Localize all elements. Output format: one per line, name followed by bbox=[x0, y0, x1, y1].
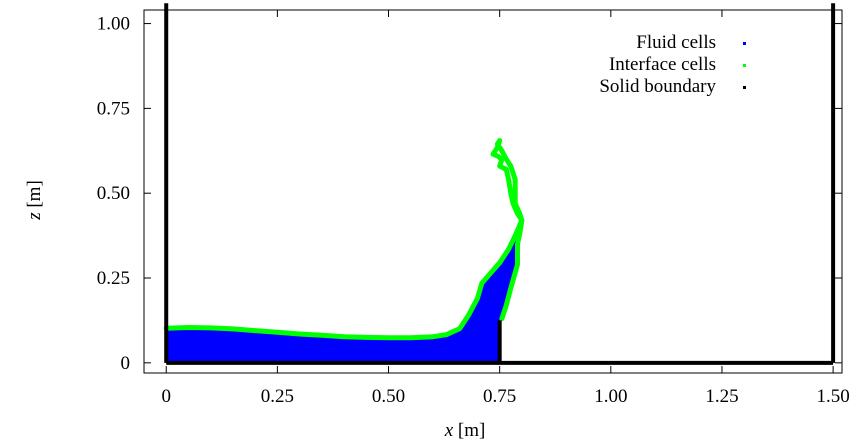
y-tick-label: 0.75 bbox=[97, 98, 130, 119]
x-axis-unit: [m] bbox=[453, 420, 485, 441]
axes-frame bbox=[143, 9, 843, 374]
legend-marker bbox=[743, 64, 746, 67]
legend-marker bbox=[743, 86, 746, 89]
y-tick-label: 0.50 bbox=[97, 183, 130, 204]
x-tick-label: 1.50 bbox=[816, 386, 849, 407]
x-axis-variable: x bbox=[444, 420, 454, 441]
legend-label: Fluid cells bbox=[636, 32, 716, 53]
y-tick-label: 0.25 bbox=[97, 268, 130, 289]
y-tick-label: 0 bbox=[121, 353, 131, 374]
legend-label: Interface cells bbox=[609, 54, 716, 75]
x-axis-ticks: 0 0.25 0.50 0.75 1.00 1.25 1.50 bbox=[161, 10, 850, 407]
interface-cells-curve bbox=[163, 138, 525, 341]
y-axis-variable: z bbox=[24, 212, 45, 221]
fluid-cells-region bbox=[166, 223, 520, 363]
x-tick-label: 0.50 bbox=[372, 386, 405, 407]
y-axis-ticks: 0 0.25 0.50 0.75 1.00 bbox=[97, 14, 842, 374]
x-tick-label: 1.00 bbox=[594, 386, 627, 407]
y-axis-label: z [m] bbox=[24, 180, 45, 221]
x-tick-label: 1.25 bbox=[705, 386, 738, 407]
plot-content bbox=[163, 3, 836, 365]
plot-frame bbox=[143, 9, 843, 374]
x-axis-label: x [m] bbox=[444, 420, 486, 441]
y-tick-label: 1.00 bbox=[97, 14, 130, 35]
x-tick-label: 0.75 bbox=[483, 386, 516, 407]
x-tick-label: 0.25 bbox=[261, 386, 294, 407]
y-axis-unit: [m] bbox=[24, 180, 45, 212]
legend-marker bbox=[743, 42, 746, 45]
legend-label: Solid boundary bbox=[599, 76, 716, 97]
x-tick-label: 0 bbox=[161, 386, 171, 407]
